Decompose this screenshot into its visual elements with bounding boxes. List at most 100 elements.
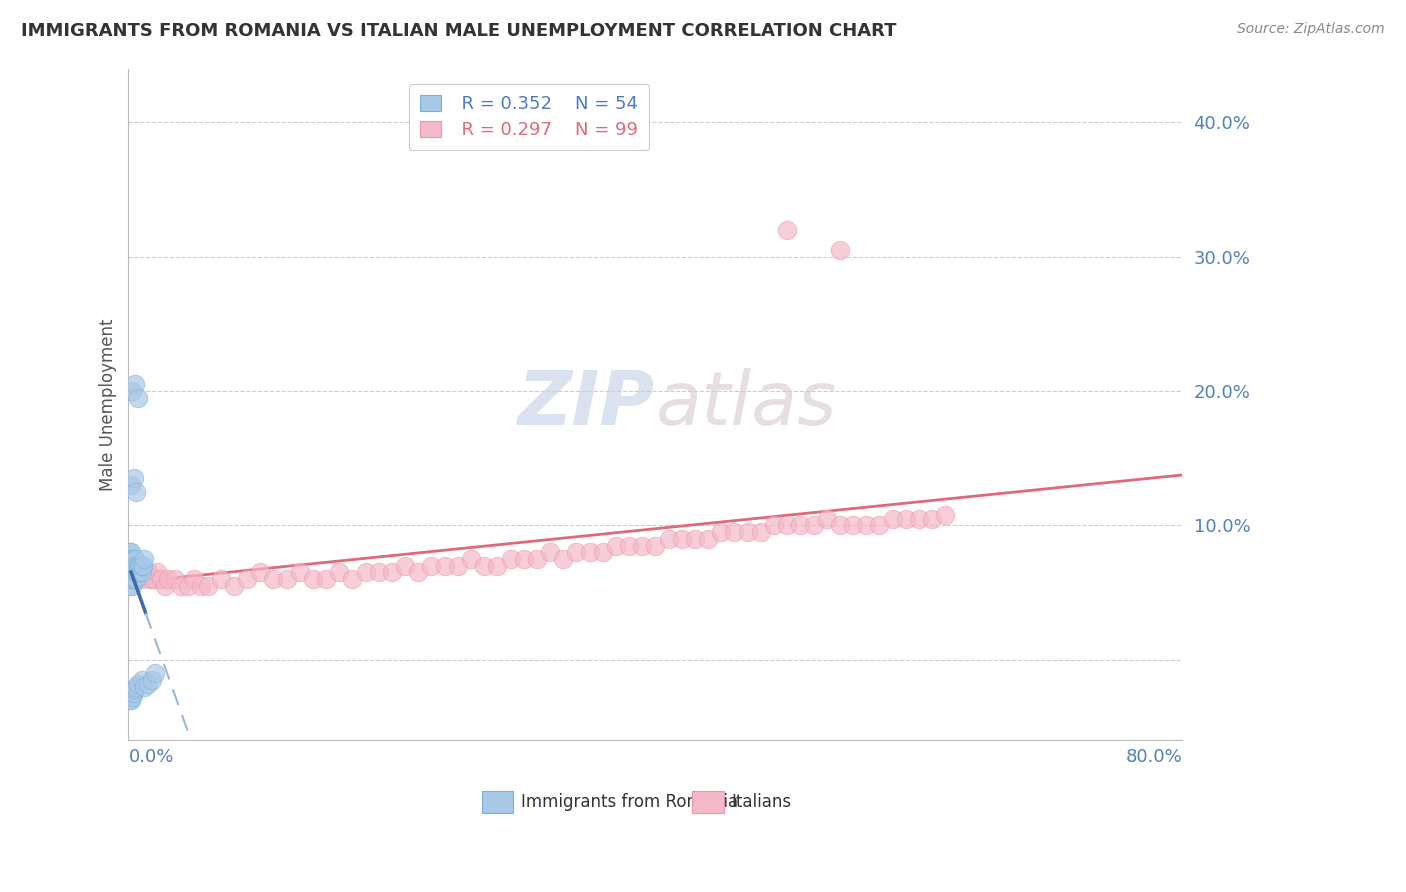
Point xyxy=(578,545,600,559)
Point xyxy=(526,552,548,566)
Point xyxy=(127,566,149,580)
Point xyxy=(150,572,173,586)
Point xyxy=(776,518,799,533)
Point xyxy=(122,552,145,566)
Point xyxy=(128,566,150,580)
Point xyxy=(592,545,614,559)
Point xyxy=(236,572,259,586)
Point xyxy=(124,558,146,573)
Point xyxy=(776,223,799,237)
Point xyxy=(908,511,931,525)
Point xyxy=(125,572,148,586)
Point xyxy=(118,566,141,580)
Point xyxy=(127,566,149,580)
Point xyxy=(631,539,654,553)
Point xyxy=(124,572,146,586)
Point xyxy=(134,566,156,580)
Point xyxy=(302,572,325,586)
Point xyxy=(124,566,146,580)
Point xyxy=(763,518,786,533)
Point xyxy=(120,693,142,707)
Point xyxy=(118,545,141,559)
Point xyxy=(328,566,350,580)
Point xyxy=(472,558,495,573)
Legend:   R = 0.352    N = 54,   R = 0.297    N = 99: R = 0.352 N = 54, R = 0.297 N = 99 xyxy=(409,84,650,150)
Point xyxy=(131,566,153,580)
Point xyxy=(125,558,148,573)
Point xyxy=(828,518,851,533)
Text: Immigrants from Romania: Immigrants from Romania xyxy=(520,793,738,811)
Point xyxy=(190,579,212,593)
Point xyxy=(121,579,143,593)
Point xyxy=(170,579,193,593)
Point xyxy=(737,525,759,540)
Point xyxy=(122,566,145,580)
Point xyxy=(155,579,177,593)
Point xyxy=(120,566,142,580)
Point xyxy=(512,552,534,566)
Point xyxy=(420,558,443,573)
Point xyxy=(120,686,142,700)
Point xyxy=(143,572,166,586)
Point xyxy=(120,572,142,586)
Point xyxy=(710,525,733,540)
Point xyxy=(183,572,205,586)
Point xyxy=(177,579,200,593)
Point xyxy=(118,686,141,700)
Point xyxy=(131,572,153,586)
Point xyxy=(143,666,166,681)
Point xyxy=(129,558,152,573)
Point xyxy=(122,686,145,700)
Point xyxy=(121,572,143,586)
Point xyxy=(121,572,143,586)
Point xyxy=(605,539,627,553)
Point xyxy=(749,525,772,540)
Point xyxy=(127,391,149,405)
Point xyxy=(141,673,163,687)
Point xyxy=(868,518,890,533)
Point xyxy=(138,572,160,586)
Point xyxy=(136,566,159,580)
Point xyxy=(132,566,155,580)
Point xyxy=(124,682,146,697)
Point xyxy=(135,566,157,580)
Point xyxy=(447,558,470,573)
Point xyxy=(136,677,159,691)
Point xyxy=(617,539,640,553)
Point xyxy=(249,566,271,580)
Text: 80.0%: 80.0% xyxy=(1126,748,1182,766)
Point xyxy=(128,558,150,573)
Point xyxy=(125,680,148,694)
Point xyxy=(125,558,148,573)
Point xyxy=(127,677,149,691)
Point xyxy=(828,243,851,257)
Point xyxy=(125,484,148,499)
Point xyxy=(315,572,337,586)
Point xyxy=(262,572,284,586)
Point xyxy=(129,566,152,580)
Point xyxy=(815,511,838,525)
Point xyxy=(723,525,745,540)
Point xyxy=(683,532,706,546)
Point xyxy=(121,566,143,580)
Point xyxy=(124,377,146,392)
Text: Source: ZipAtlas.com: Source: ZipAtlas.com xyxy=(1237,22,1385,37)
Point xyxy=(131,558,153,573)
Point xyxy=(120,566,142,580)
Point xyxy=(354,566,377,580)
Point xyxy=(697,532,720,546)
Point xyxy=(120,552,142,566)
Point xyxy=(921,511,943,525)
Point xyxy=(394,558,416,573)
Point xyxy=(118,558,141,573)
Point xyxy=(141,572,163,586)
Point xyxy=(124,552,146,566)
Point xyxy=(128,566,150,580)
Point xyxy=(118,566,141,580)
Point xyxy=(163,572,186,586)
Point xyxy=(127,558,149,573)
Point xyxy=(842,518,865,533)
Point xyxy=(789,518,811,533)
Point xyxy=(121,566,143,580)
Text: ZIP: ZIP xyxy=(519,368,655,441)
